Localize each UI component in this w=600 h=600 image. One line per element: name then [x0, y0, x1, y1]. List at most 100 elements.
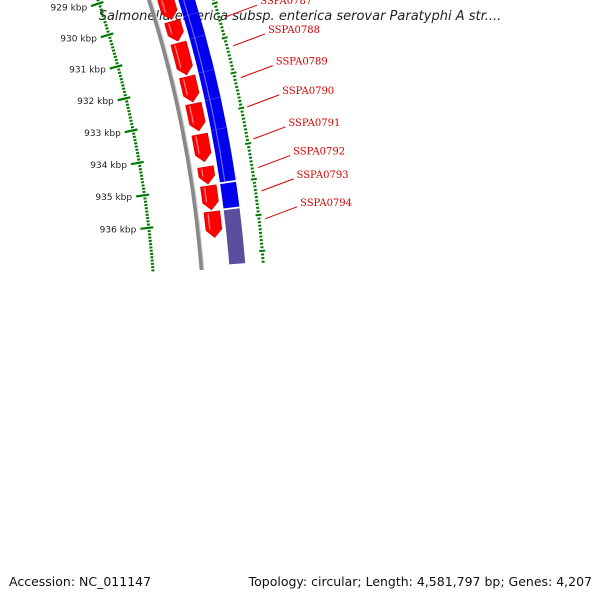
- outer-tick-mark: [214, 5, 218, 8]
- outer-tick-mark: [218, 19, 222, 22]
- ruler-minor-tick: [127, 113, 132, 116]
- orf-track-segment: [178, 0, 236, 183]
- ruler-major-tick: [140, 226, 154, 230]
- gene-arrow-sspa0788[interactable]: [170, 40, 193, 76]
- gene-arrow-highlight: [182, 78, 188, 95]
- gene-arrow-highlight: [161, 0, 167, 13]
- ruler-minor-tick: [110, 45, 115, 49]
- ruler-minor-tick: [129, 119, 133, 123]
- outer-tick-mark: [235, 85, 239, 89]
- gene-label-leader: [224, 4, 258, 18]
- outer-tick-mark: [221, 29, 225, 33]
- gene-label-leader: [264, 206, 298, 220]
- ruler-major-tick: [135, 193, 150, 198]
- ruler-minor-tick: [123, 93, 127, 97]
- ruler-minor-tick: [103, 20, 107, 24]
- outer-tick-mark: [211, 1, 218, 5]
- gene-arrow-highlight: [174, 45, 182, 68]
- orf-track-segment: [223, 208, 246, 265]
- outer-tick-mark: [247, 149, 251, 152]
- ruler-minor-tick: [100, 11, 104, 15]
- gene-arrow-sspa0793[interactable]: [200, 184, 219, 211]
- kbp-tick-label: 929 kbp: [51, 3, 88, 13]
- ruler-major-tick: [117, 96, 131, 102]
- ruler-minor-tick: [114, 58, 118, 62]
- ruler-minor-tick: [109, 39, 113, 43]
- gene-arrow-sspa0787[interactable]: [164, 18, 184, 42]
- gene-label-leader: [232, 33, 266, 47]
- outer-tick-mark: [243, 128, 248, 131]
- gene-arrow-sspa0789[interactable]: [179, 74, 200, 103]
- gene-label-sspa0794[interactable]: SSPA0794: [300, 198, 352, 209]
- ruler-minor-tick: [117, 71, 122, 75]
- gene-label-sspa0793[interactable]: SSPA0793: [297, 170, 349, 181]
- outer-tick-mark: [238, 99, 242, 103]
- ruler-minor-tick: [110, 42, 114, 46]
- gene-label-sspa0789[interactable]: SSPA0789: [276, 57, 328, 68]
- ruler-minor-tick: [121, 87, 126, 91]
- ruler-minor-tick: [106, 30, 110, 33]
- outer-tick-mark: [215, 8, 219, 12]
- kbp-tick-label: 931 kbp: [69, 66, 106, 76]
- ruler-minor-tick: [126, 106, 130, 110]
- ruler-minor-tick: [127, 109, 131, 113]
- ruler-minor-tick: [119, 77, 123, 81]
- gene-label-leader: [261, 178, 294, 192]
- outer-tick-mark: [241, 113, 245, 117]
- ruler-minor-tick: [128, 116, 133, 119]
- outer-tick-mark: [222, 33, 226, 36]
- ruler-minor-tick: [138, 164, 142, 168]
- gene-label-sspa0787[interactable]: SSPA0787: [260, 0, 312, 7]
- ruler-minor-tick: [125, 100, 129, 103]
- ruler-minor-tick: [118, 74, 123, 78]
- gene-label-sspa0791[interactable]: SSPA0791: [288, 118, 340, 129]
- orf-track-divider: [189, 34, 206, 40]
- ruler-major-tick: [124, 128, 138, 134]
- ruler-minor-tick: [115, 61, 119, 65]
- gene-label-sspa0792[interactable]: SSPA0792: [293, 147, 345, 158]
- ruler-major-tick: [100, 32, 114, 39]
- gene-arrow-sspa0791[interactable]: [191, 132, 212, 163]
- gene-label-sspa0788[interactable]: SSPA0788: [268, 25, 320, 36]
- ruler-minor-tick: [135, 151, 140, 155]
- kbp-tick-label: 932 kbp: [77, 97, 114, 107]
- outer-tick-mark: [229, 60, 233, 64]
- gene-arrow-highlight: [189, 105, 195, 124]
- orf-track-divider: [204, 96, 221, 101]
- outer-tick-mark: [230, 68, 235, 71]
- orf-track-divider: [183, 11, 199, 18]
- gene-label-sspa0790[interactable]: SSPA0790: [282, 86, 334, 97]
- outer-tick-mark: [216, 12, 220, 15]
- ruler-major-tick: [109, 64, 123, 70]
- ruler-minor-tick: [96, 0, 100, 2]
- outer-tick-mark: [238, 103, 243, 106]
- outer-tick-mark: [255, 213, 262, 217]
- ruler-minor-tick: [104, 23, 108, 27]
- outer-tick-mark: [226, 50, 231, 54]
- gene-arrow-sspa0794[interactable]: [203, 210, 223, 238]
- outer-tick-mark: [237, 96, 241, 99]
- outer-tick-mark: [240, 110, 244, 113]
- ruler-minor-tick: [99, 8, 103, 12]
- ruler-minor-tick: [113, 55, 118, 59]
- outer-tick-mark: [223, 39, 228, 43]
- kbp-tick-label: 934 kbp: [90, 161, 127, 171]
- gene-arrow-highlight: [195, 136, 200, 155]
- ruler-minor-tick: [117, 68, 121, 71]
- outer-tick-mark: [225, 46, 230, 50]
- ruler-minor-tick: [121, 84, 125, 87]
- gene-arrow-sspa0792[interactable]: [197, 165, 216, 185]
- outer-tick-mark: [236, 92, 240, 96]
- orf-track-divider: [211, 127, 227, 131]
- outer-tick-mark: [220, 26, 224, 29]
- outer-tick-mark: [221, 36, 228, 40]
- outer-tick-mark: [244, 142, 252, 146]
- genome-summary-text: Topology: circular; Length: 4,581,797 bp…: [248, 574, 592, 589]
- ruler-minor-tick: [138, 167, 143, 171]
- gene-arrow-sspa0786[interactable]: [157, 0, 178, 20]
- gene-arrow-sspa0790[interactable]: [185, 101, 206, 132]
- outer-tick-mark: [241, 117, 246, 120]
- outer-tick-mark: [224, 43, 229, 47]
- outer-tick-mark: [233, 78, 237, 82]
